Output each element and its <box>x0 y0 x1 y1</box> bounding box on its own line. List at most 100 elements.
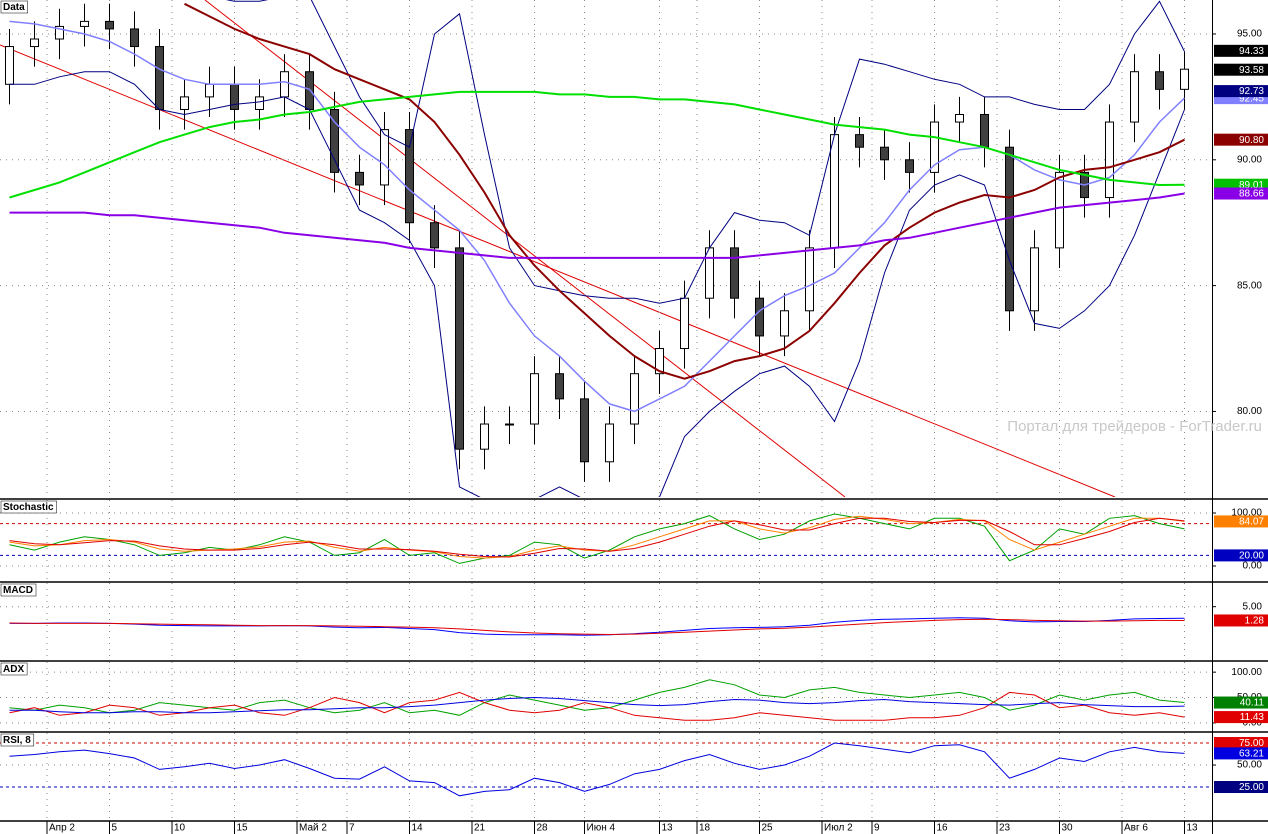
candle-body <box>705 247 714 299</box>
price-marker <box>1214 696 1268 709</box>
y-tick-label: 0.00 <box>1243 561 1263 572</box>
price-marker <box>1214 133 1268 146</box>
candle-body <box>280 71 289 98</box>
candle-body <box>180 96 189 110</box>
price-marker <box>1214 187 1268 200</box>
candle-body <box>230 83 239 110</box>
x-tick-label: Июл 2 <box>824 823 853 834</box>
price-marker-label: 75.00 <box>1239 738 1264 749</box>
candle-body <box>805 247 814 312</box>
indicator-line <box>184 2 1185 380</box>
x-tick-label: 13 <box>662 823 674 834</box>
indicator-line <box>9 696 1185 714</box>
candle-body <box>830 134 839 249</box>
price-marker-label: 90.80 <box>1239 135 1264 146</box>
price-marker <box>1214 44 1268 57</box>
price-marker-label: 20.00 <box>1239 551 1264 562</box>
x-tick-label: Авг 6 <box>1124 823 1148 834</box>
panel-title: MACD <box>3 585 33 596</box>
x-tick-label: 25 <box>762 823 774 834</box>
candle-body <box>655 348 664 375</box>
candle-body <box>955 113 964 123</box>
price-marker-label: 94.33 <box>1239 46 1264 57</box>
candle-body <box>355 171 364 186</box>
candle-body <box>330 108 339 173</box>
y-tick-label: 5.00 <box>1243 601 1263 612</box>
price-marker-label: 63.21 <box>1239 749 1264 760</box>
x-tick-label: 14 <box>412 823 424 834</box>
x-tick-label: 5 <box>112 823 118 834</box>
price-marker-label: 93.58 <box>1239 65 1264 76</box>
price-marker-label: 88.66 <box>1239 189 1264 200</box>
x-tick-label: 16 <box>937 823 949 834</box>
panel-title-box <box>0 662 28 676</box>
watermark: Портал для трейдеров - ForTrader.ru <box>1007 418 1262 435</box>
indicator-line <box>9 90 1185 199</box>
candle-body <box>905 159 914 173</box>
x-tick-label: Май 2 <box>299 823 327 834</box>
x-tick-label: 18 <box>699 823 711 834</box>
candle-body <box>1155 71 1164 90</box>
candle-body <box>1005 146 1014 312</box>
panel-title-box <box>0 0 28 14</box>
indicator-line <box>9 679 1185 716</box>
trend-line <box>0 44 1116 497</box>
candle-body <box>1055 171 1064 249</box>
price-marker <box>1214 737 1268 750</box>
y-tick-label: 100.00 <box>1231 667 1262 678</box>
indicator-line <box>9 192 1185 259</box>
candle-body <box>930 121 939 173</box>
price-marker <box>1214 515 1268 528</box>
candle-body <box>755 297 764 337</box>
y-tick-label: 95.00 <box>1237 29 1262 40</box>
indicator-line <box>9 71 1185 497</box>
panel-title-box <box>0 500 57 514</box>
candle-body <box>30 38 39 48</box>
x-tick-label: 28 <box>537 823 549 834</box>
x-tick-label: 21 <box>474 823 486 834</box>
x-tick-label: 30 <box>1062 823 1074 834</box>
x-tick-label: 13 <box>1187 823 1199 834</box>
panel <box>0 662 1212 731</box>
panel <box>0 733 1212 820</box>
y-tick-label: 90.00 <box>1237 154 1262 165</box>
price-marker-label: 92.45 <box>1239 93 1264 104</box>
panel-title: ADX <box>3 664 24 675</box>
price-marker-label: 11.43 <box>1240 712 1265 723</box>
panel-title: Data <box>3 2 25 13</box>
candle-body <box>55 25 64 40</box>
y-tick-label: 80.00 <box>1237 406 1262 417</box>
candle-body <box>1030 247 1039 312</box>
candle-body <box>1105 121 1114 199</box>
price-marker <box>1214 747 1268 760</box>
candle-body <box>105 20 114 30</box>
price-marker-label: 89.01 <box>1239 180 1264 191</box>
price-marker <box>1214 781 1268 794</box>
candle-body <box>80 20 89 27</box>
panel <box>0 0 1212 497</box>
candle-body <box>730 247 739 299</box>
panel <box>0 500 1212 580</box>
x-tick-label: 10 <box>174 823 186 834</box>
x-tick-label: 15 <box>237 823 249 834</box>
y-tick-label: 85.00 <box>1237 280 1262 291</box>
x-tick-label: Апр 2 <box>49 823 75 834</box>
x-tick-label: 7 <box>349 823 355 834</box>
price-marker <box>1214 614 1268 627</box>
x-tick-label: Июн 4 <box>587 823 616 834</box>
panel-title: Stochastic <box>3 502 54 513</box>
candle-body <box>305 71 314 110</box>
candle-body <box>530 373 539 425</box>
indicator-line <box>9 618 1185 636</box>
price-marker-label: 25.00 <box>1239 782 1264 793</box>
candle-body <box>455 247 464 450</box>
panel-title-box <box>0 733 35 747</box>
candle-body <box>205 83 214 98</box>
candle-body <box>480 423 489 450</box>
candle-body <box>380 129 389 186</box>
candle-body <box>880 146 889 161</box>
candle-body <box>580 398 589 463</box>
x-tick-label: 9 <box>874 823 880 834</box>
